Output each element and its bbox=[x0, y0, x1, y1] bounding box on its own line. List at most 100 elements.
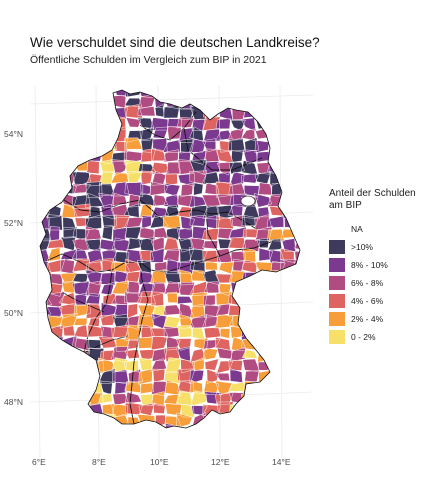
district-border bbox=[71, 247, 89, 262]
district-region bbox=[280, 139, 297, 152]
district-region bbox=[166, 258, 181, 274]
district-border bbox=[282, 391, 295, 404]
district-border bbox=[115, 338, 130, 352]
district-border bbox=[280, 380, 299, 395]
district-border bbox=[294, 250, 300, 263]
district-border bbox=[297, 391, 300, 406]
district-border bbox=[242, 358, 261, 372]
district-border bbox=[241, 304, 258, 317]
district-border bbox=[72, 423, 91, 428]
district-border bbox=[151, 148, 167, 162]
district-border bbox=[101, 215, 117, 228]
district-border bbox=[164, 370, 181, 384]
district-border bbox=[218, 171, 231, 184]
district-border bbox=[45, 127, 65, 143]
district-border bbox=[241, 412, 256, 428]
district-border bbox=[256, 237, 270, 248]
legend-title: Anteil der Schulden am BIP bbox=[329, 188, 429, 212]
district-region bbox=[202, 240, 218, 249]
district-region bbox=[85, 116, 103, 130]
district-region bbox=[217, 194, 234, 206]
district-border bbox=[229, 171, 245, 186]
district-region bbox=[73, 318, 88, 326]
district-border bbox=[191, 118, 207, 132]
district-region bbox=[47, 239, 65, 249]
district-region bbox=[47, 336, 64, 350]
district-border bbox=[242, 315, 259, 328]
lon-label: 10°E bbox=[150, 457, 169, 467]
district-region bbox=[204, 327, 221, 339]
district-border bbox=[279, 116, 296, 131]
district-border bbox=[101, 248, 117, 263]
district-border bbox=[124, 97, 143, 107]
district-border bbox=[75, 379, 91, 394]
district-region bbox=[40, 117, 52, 131]
district-region bbox=[205, 260, 218, 271]
district-border bbox=[177, 194, 196, 208]
district-border bbox=[113, 425, 125, 428]
district-border bbox=[219, 260, 235, 275]
district-border bbox=[47, 90, 65, 98]
district-region bbox=[178, 151, 191, 162]
legend-item-6-8: 6% - 8% bbox=[329, 274, 429, 292]
legend-title-line: am BIP bbox=[329, 200, 362, 211]
district-region bbox=[294, 196, 300, 207]
district-region bbox=[62, 281, 75, 294]
district-region bbox=[60, 127, 76, 143]
district-region bbox=[255, 280, 270, 293]
district-region bbox=[230, 120, 246, 131]
district-region bbox=[220, 328, 230, 339]
district-border bbox=[253, 193, 273, 208]
district-border bbox=[215, 215, 234, 230]
district-region bbox=[217, 401, 234, 415]
district-border bbox=[166, 258, 181, 275]
legend-title-line: Anteil der Schulden bbox=[329, 188, 416, 199]
district-border bbox=[111, 357, 128, 373]
district-border bbox=[219, 328, 231, 339]
district-region bbox=[40, 394, 52, 406]
district-border bbox=[166, 336, 181, 351]
district-border bbox=[293, 204, 300, 218]
district-border bbox=[125, 258, 142, 274]
district-border bbox=[140, 382, 154, 394]
district-border bbox=[88, 316, 100, 327]
district-border bbox=[162, 139, 181, 153]
district-region bbox=[280, 424, 296, 428]
district-region bbox=[59, 272, 78, 284]
district-region bbox=[190, 238, 205, 250]
district-region bbox=[99, 183, 115, 197]
district-border bbox=[282, 90, 299, 97]
district-border bbox=[293, 237, 300, 252]
district-region bbox=[241, 128, 255, 141]
district-region bbox=[152, 348, 167, 362]
district-border bbox=[228, 182, 247, 196]
district-region bbox=[189, 90, 204, 94]
district-border bbox=[72, 258, 90, 272]
district-border bbox=[40, 106, 52, 120]
district-region bbox=[219, 261, 234, 274]
district-border bbox=[202, 160, 220, 175]
district-region bbox=[295, 302, 300, 319]
legend-label: 6% - 8% bbox=[351, 278, 384, 288]
district-region bbox=[228, 305, 245, 317]
district-region bbox=[233, 259, 245, 272]
district-border bbox=[267, 283, 286, 295]
district-border bbox=[268, 116, 284, 130]
district-border bbox=[85, 293, 101, 306]
district-region bbox=[46, 184, 64, 195]
district-region bbox=[86, 138, 104, 152]
lat-label: 48°N bbox=[4, 397, 23, 407]
district-border bbox=[203, 128, 221, 142]
district-region bbox=[73, 151, 86, 162]
district-region bbox=[293, 425, 300, 428]
district-region bbox=[127, 237, 143, 250]
district-region bbox=[267, 402, 283, 417]
legend-item-2-4: 2% - 4% bbox=[329, 310, 429, 328]
district-border bbox=[215, 118, 231, 130]
district-region bbox=[180, 183, 194, 198]
district-border bbox=[205, 260, 218, 271]
district-border bbox=[204, 358, 220, 371]
district-region bbox=[163, 393, 181, 405]
district-region bbox=[151, 426, 166, 428]
district-border bbox=[46, 368, 65, 385]
